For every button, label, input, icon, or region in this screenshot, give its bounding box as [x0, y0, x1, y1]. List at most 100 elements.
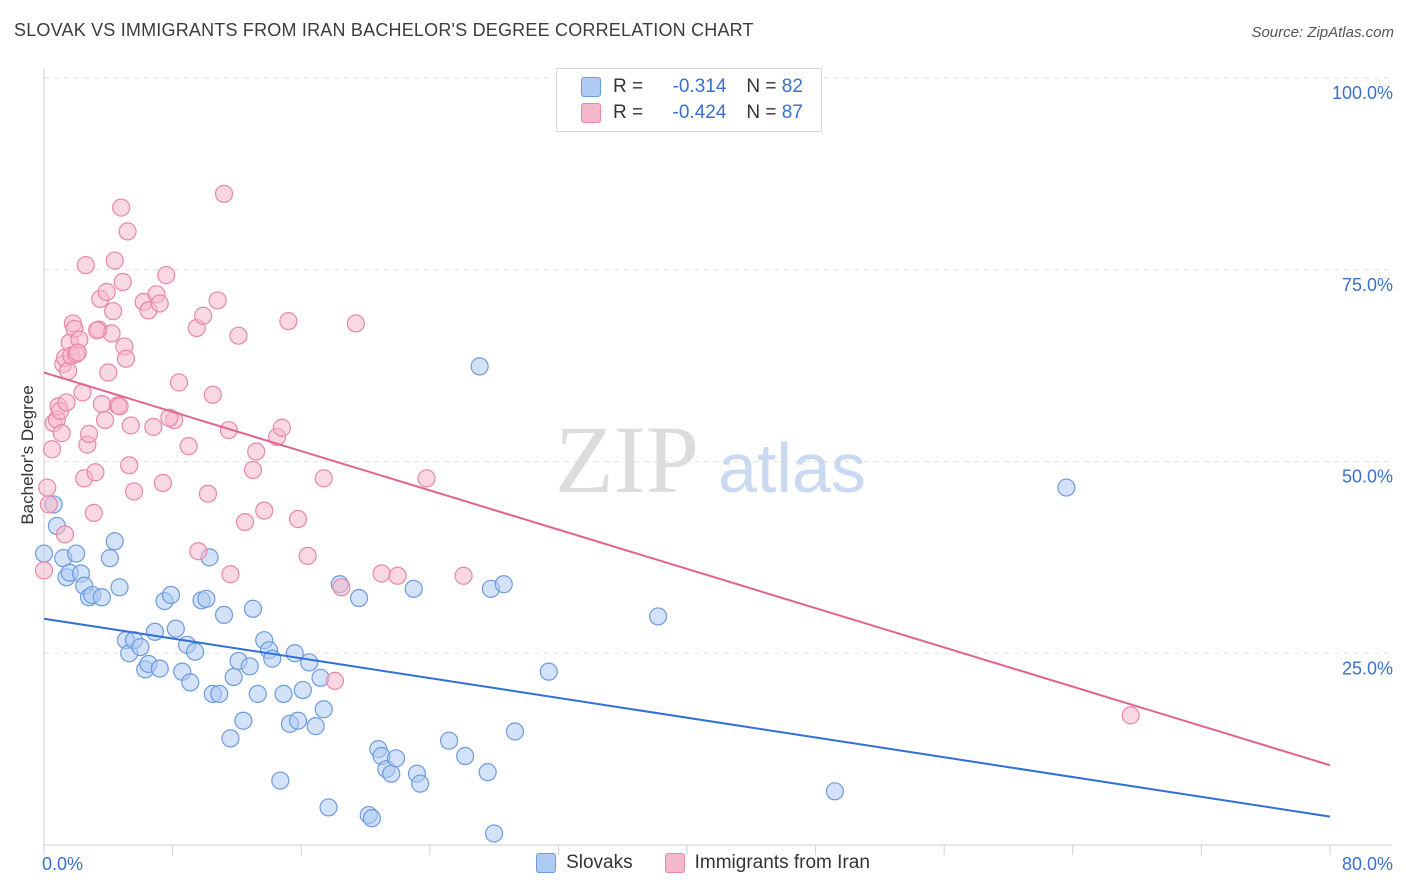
slovak-point	[274, 684, 293, 704]
iran-point	[42, 440, 62, 459]
x-tick-labels: 0.0% 80.0%	[42, 854, 1393, 874]
y-axis-label: Bachelor's Degree	[18, 385, 37, 524]
legend-n-value: 87	[781, 102, 803, 123]
iran-point	[221, 565, 240, 584]
iran-point	[255, 501, 274, 520]
iran-point	[157, 266, 176, 285]
iran-point	[55, 525, 74, 544]
iran-point	[110, 397, 129, 416]
slovak-point	[1057, 478, 1076, 497]
watermark-zip: ZIP	[555, 406, 699, 513]
legend-row-slovaks: R = -0.314 N = 82	[581, 75, 803, 99]
iran-point	[39, 495, 58, 514]
legend-swatch-pink	[581, 103, 601, 123]
iran-point	[388, 566, 407, 585]
series-legend-label: Slovaks	[566, 852, 633, 873]
legend-r-label: R =	[613, 102, 644, 123]
legend-r-value: -0.424	[672, 102, 727, 123]
slovak-point	[240, 657, 259, 676]
iran-point	[372, 564, 391, 583]
y-tick-label: 50.0%	[1342, 467, 1393, 487]
iran-point	[272, 418, 292, 437]
iran-point	[87, 321, 107, 340]
legend-r-label: R =	[613, 76, 644, 97]
iran-points	[34, 184, 1140, 725]
slovak-point	[197, 589, 216, 608]
iran-point	[121, 416, 140, 435]
slovak-point	[404, 579, 423, 598]
series-legend: Slovaks Immigrants from Iran	[0, 852, 1406, 874]
slovak-point	[214, 605, 234, 625]
slovak-point	[306, 717, 325, 736]
x-tick-label: 80.0%	[1342, 854, 1393, 874]
series-legend-slovaks[interactable]: Slovaks	[536, 852, 633, 874]
slovak-point	[110, 578, 129, 597]
iran-point	[160, 408, 179, 427]
legend-n-label: N =	[746, 102, 777, 123]
legend-n-label: N =	[746, 76, 777, 97]
iran-point	[57, 393, 76, 412]
iran-point	[169, 373, 189, 392]
iran-point	[99, 363, 118, 382]
slovak-point	[224, 667, 243, 687]
iran-point	[243, 460, 263, 480]
iran-point	[144, 417, 163, 437]
gridlines	[44, 77, 1392, 654]
slovak-point	[539, 662, 558, 681]
iran-point	[112, 198, 131, 217]
slovak-point	[92, 588, 111, 607]
watermark-atlas: atlas	[718, 429, 866, 507]
slovak-point	[319, 798, 338, 817]
slovak-point	[150, 659, 169, 678]
iran-point	[116, 349, 136, 368]
iran-point	[153, 473, 173, 493]
iran-point	[105, 251, 124, 270]
slovak-point	[386, 749, 406, 768]
correlation-legend: R = -0.314 N = 82 R = -0.424 N = 87	[556, 68, 822, 132]
iran-point	[84, 503, 103, 522]
iran-point	[219, 420, 238, 440]
iran-point	[113, 272, 132, 292]
iran-point	[120, 456, 139, 475]
slovak-point	[456, 746, 475, 766]
iran-point	[38, 478, 57, 497]
iran-point	[86, 463, 105, 482]
trend-lines	[43, 371, 1331, 818]
iran-point	[288, 509, 308, 529]
x-tick-label: 0.0%	[42, 854, 83, 874]
iran-point	[298, 546, 317, 565]
slovak-point	[648, 607, 668, 626]
iran-point	[34, 561, 54, 580]
slovak-point	[314, 700, 333, 719]
slovak-point	[505, 722, 525, 741]
slovak-point	[470, 357, 489, 376]
series-legend-iran[interactable]: Immigrants from Iran	[664, 852, 870, 874]
iran-point	[194, 306, 213, 325]
slovak-point	[210, 684, 229, 704]
chart-title: SLOVAK VS IMMIGRANTS FROM IRAN BACHELOR'…	[14, 20, 754, 40]
iran-point	[332, 578, 351, 597]
y-tick-label: 100.0%	[1332, 83, 1393, 103]
iran-point	[346, 314, 365, 333]
iran-point	[179, 437, 198, 456]
iran-point	[454, 566, 473, 585]
legend-row-iran: R = -0.424 N = 87	[581, 101, 803, 125]
iran-trend-line	[43, 371, 1331, 767]
slovaks-trend-line	[43, 617, 1331, 818]
iran-point	[97, 282, 116, 302]
iran-point	[235, 512, 255, 532]
slovaks-points	[34, 357, 1076, 843]
iran-point	[68, 343, 87, 362]
iran-point	[118, 222, 137, 241]
slovak-point	[181, 673, 200, 692]
iran-point	[79, 424, 99, 443]
y-tick-label: 75.0%	[1342, 275, 1393, 295]
legend-swatch-blue	[581, 77, 601, 97]
slovak-point	[67, 544, 86, 563]
iran-point	[124, 482, 144, 501]
slovak-point	[300, 653, 319, 672]
iran-point	[208, 291, 227, 310]
iran-point	[325, 671, 345, 690]
slovak-point	[478, 763, 497, 782]
slovak-point	[186, 642, 205, 661]
